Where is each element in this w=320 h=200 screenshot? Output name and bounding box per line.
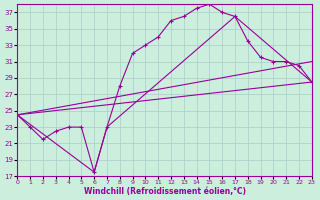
- X-axis label: Windchill (Refroidissement éolien,°C): Windchill (Refroidissement éolien,°C): [84, 187, 245, 196]
